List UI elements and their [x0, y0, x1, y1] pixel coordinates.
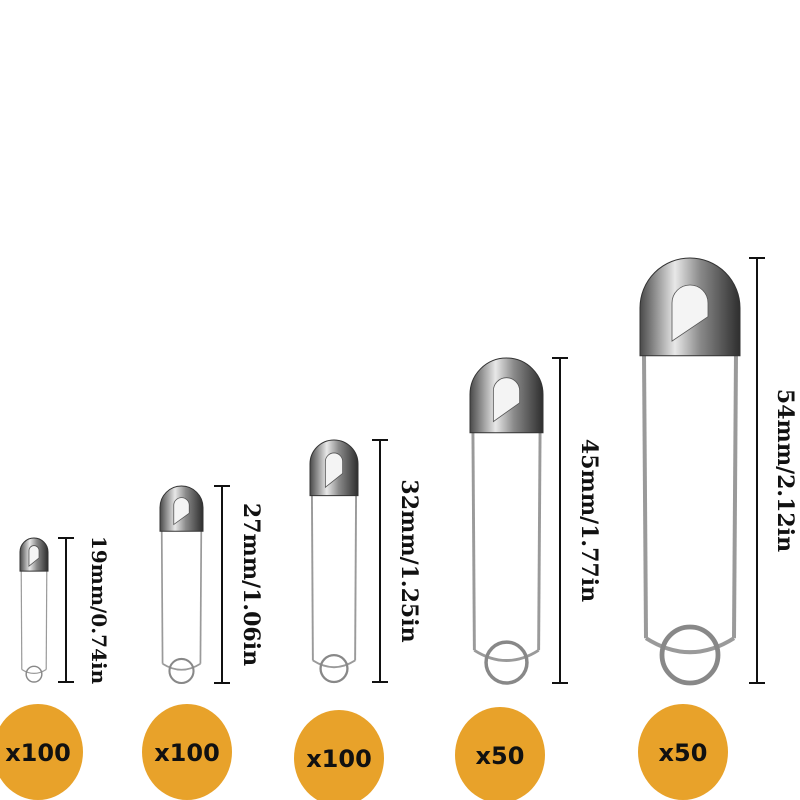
quantity-badge: x50 [638, 704, 728, 800]
pin-wire [642, 353, 648, 639]
pin-spring-coil [25, 665, 43, 683]
quantity-label: x50 [659, 739, 708, 767]
size-ruler [749, 257, 765, 684]
pin-wire [471, 430, 476, 651]
pin-wire [45, 569, 48, 670]
quantity-label: x100 [306, 745, 372, 773]
pin-wire [732, 353, 738, 639]
pin-spring-coil [484, 640, 529, 685]
safety-pin-4 [469, 357, 544, 685]
pin-wire [20, 569, 23, 670]
pin-wire [354, 493, 358, 661]
size-label: 32mm/1.25in [396, 479, 422, 642]
quantity-badge: x100 [294, 710, 384, 800]
quantity-label: x50 [476, 742, 525, 770]
size-label: 27mm/1.06in [238, 503, 264, 666]
pin-wire [310, 493, 314, 661]
quantity-label: x100 [5, 739, 71, 767]
quantity-badge: x50 [455, 707, 545, 800]
size-label: 54mm/2.12in [772, 389, 798, 552]
safety-pin-3 [309, 439, 359, 684]
size-ruler [58, 537, 74, 683]
size-ruler [552, 357, 568, 684]
safety-pin-5 [639, 257, 741, 686]
safety-pin-1 [19, 537, 49, 683]
pin-wire [537, 430, 542, 651]
pin-wire [160, 529, 164, 664]
size-ruler [372, 439, 388, 683]
quantity-badge: x100 [142, 704, 232, 800]
safety-pin-2 [159, 485, 204, 685]
pin-wire [199, 529, 203, 664]
quantity-label: x100 [154, 739, 220, 767]
pin-spring-coil [659, 624, 721, 686]
pin-spring-coil [319, 653, 349, 684]
size-label: 19mm/0.74in [87, 536, 111, 685]
pin-spring-coil [168, 657, 195, 685]
size-label: 45mm/1.77in [576, 439, 602, 602]
size-ruler [214, 485, 230, 684]
quantity-badge: x100 [0, 704, 83, 800]
